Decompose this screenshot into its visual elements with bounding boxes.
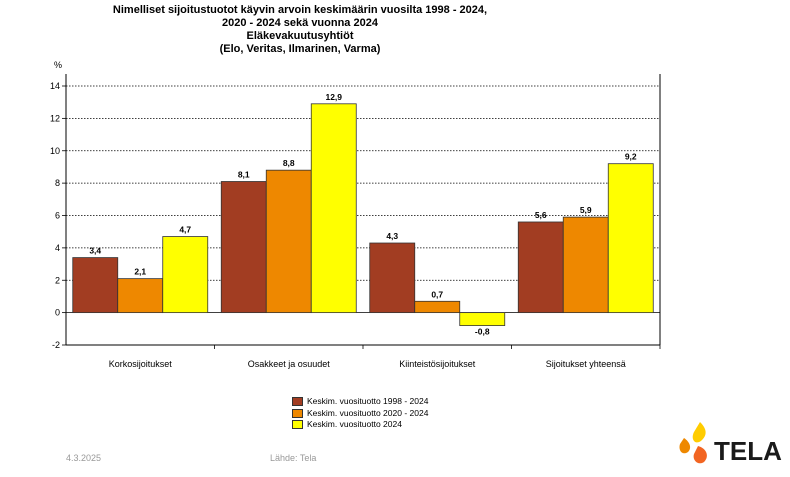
data-label: 9,2 xyxy=(625,152,637,162)
title-line-2: 2020 - 2024 sekä vuonna 2024 xyxy=(222,17,378,29)
bar xyxy=(117,278,164,314)
legend-label-1: Keskim. vuosituotto 1998 - 2024 xyxy=(307,396,429,406)
data-label: 2,1 xyxy=(134,267,146,277)
logo-text: TELA xyxy=(714,436,782,466)
data-label: 8,8 xyxy=(283,158,295,168)
bar xyxy=(220,181,267,314)
chart-title: Nimelliset sijoitustuotot käyvin arvoin … xyxy=(0,4,600,56)
bar xyxy=(72,257,119,314)
title-line-3: Eläkevakuutusyhtiöt xyxy=(246,30,354,42)
data-label: 3,4 xyxy=(89,246,101,256)
data-label: 0,7 xyxy=(431,289,443,299)
legend-swatch-3 xyxy=(292,420,303,430)
legend: Keskim. vuosituotto 1998 - 2024 Keskim. … xyxy=(292,396,428,431)
data-label: -0,8 xyxy=(475,327,490,337)
bar xyxy=(517,221,564,314)
tela-logo: TELA xyxy=(676,420,782,470)
title-line-1: Nimelliset sijoitustuotot käyvin arvoin … xyxy=(112,4,488,16)
legend-item-2: Keskim. vuosituotto 2020 - 2024 xyxy=(292,408,428,420)
y-tick-label: 12 xyxy=(50,113,60,123)
y-tick-label: 14 xyxy=(50,81,60,91)
x-tick-label: Korkosijoitukset xyxy=(109,359,173,369)
y-tick-label: 2 xyxy=(55,275,60,285)
y-tick-label: 4 xyxy=(55,243,60,253)
y-tick-label: 0 xyxy=(55,308,60,318)
bar xyxy=(414,300,461,314)
y-tick-label: 10 xyxy=(50,146,60,156)
legend-swatch-1 xyxy=(292,397,303,407)
legend-label-3: Keskim. vuosituotto 2024 xyxy=(307,419,402,429)
data-label: 5,6 xyxy=(535,210,547,220)
bar xyxy=(459,312,506,326)
title-line-4: (Elo, Veritas, Ilmarinen, Varma) xyxy=(219,43,381,55)
y-tick-label: -2 xyxy=(52,340,60,350)
bar xyxy=(162,236,209,314)
bar xyxy=(607,163,654,314)
data-label: 5,9 xyxy=(580,205,592,215)
data-label: 12,9 xyxy=(325,92,342,102)
x-tick-label: Osakkeet ja osuudet xyxy=(248,359,331,369)
y-axis-label: % xyxy=(54,60,62,70)
y-tick-label: 6 xyxy=(55,211,60,221)
data-label: 8,1 xyxy=(238,170,250,180)
bar xyxy=(265,169,312,314)
data-label: 4,3 xyxy=(386,231,398,241)
legend-swatch-2 xyxy=(292,408,303,418)
logo-mark-icon xyxy=(679,422,707,464)
x-tick-label: Sijoitukset yhteensä xyxy=(546,359,626,369)
y-tick-label: 8 xyxy=(55,178,60,188)
bar xyxy=(562,216,609,314)
legend-label-2: Keskim. vuosituotto 2020 - 2024 xyxy=(307,407,429,418)
bar xyxy=(369,242,416,314)
footer-source: Lähde: Tela xyxy=(270,453,317,463)
footer-date: 4.3.2025 xyxy=(66,453,102,463)
x-tick-label: Kiinteistösijoitukset xyxy=(399,359,476,369)
legend-item-3: Keskim. vuosituotto 2024 xyxy=(292,419,428,431)
bar xyxy=(310,103,357,314)
legend-item-1: Keskim. vuosituotto 1998 - 2024 xyxy=(292,396,428,408)
data-label: 4,7 xyxy=(179,225,191,235)
